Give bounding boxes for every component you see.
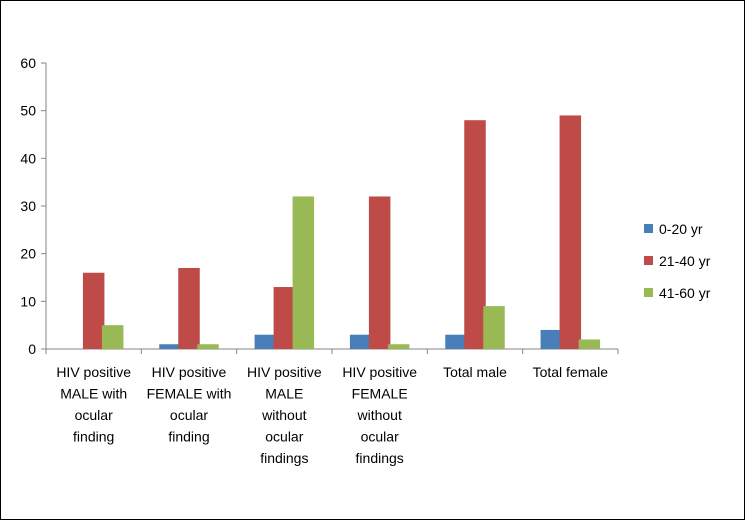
y-tick-label: 30	[20, 198, 36, 214]
y-tick-label: 60	[20, 55, 36, 71]
legend-swatch	[644, 288, 653, 297]
x-tick-label: Total female	[533, 364, 609, 380]
bar	[540, 329, 563, 349]
legend: 0-20 yr 21-40 yr 41-60 yr	[644, 221, 711, 301]
x-tick-label: HIV positive	[342, 364, 417, 380]
bar	[578, 339, 601, 349]
x-tick-label: HIV positive	[152, 364, 227, 380]
y-tick-label: 10	[20, 293, 36, 309]
bar	[368, 196, 391, 349]
x-tick-label: ocular	[361, 429, 399, 445]
bar	[273, 287, 296, 349]
x-tick-label: HIV positive	[56, 364, 131, 380]
x-tick-label: finding	[73, 429, 114, 445]
bar	[445, 334, 467, 349]
x-tick-label: ocular	[75, 407, 113, 423]
bar	[178, 267, 200, 349]
y-tick-label: 0	[28, 341, 36, 357]
legend-label: 21-40 yr	[659, 253, 711, 269]
x-tick-label: HIV positive	[247, 364, 322, 380]
x-tick-label: FEMALE with	[147, 386, 232, 402]
bar	[387, 344, 410, 349]
bar	[559, 115, 582, 349]
x-axis: HIV positive MALE with ocular finding HIV po…	[45, 348, 619, 466]
bar	[292, 196, 315, 349]
legend-label: 0-20 yr	[659, 221, 703, 237]
x-tick-label: findings	[260, 450, 308, 466]
bar	[101, 325, 124, 349]
x-tick-label: MALE with	[60, 386, 127, 402]
x-tick-label: ocular	[170, 407, 208, 423]
bar	[464, 120, 486, 349]
bar	[82, 272, 105, 349]
y-tick-label: 20	[20, 246, 36, 262]
y-axis: 0 10 20 30 40 50 60	[20, 55, 47, 357]
x-tick-label: MALE	[265, 386, 303, 402]
bars	[82, 115, 601, 349]
bar	[159, 344, 181, 349]
legend-swatch	[644, 224, 653, 233]
x-tick-label: without	[356, 407, 401, 423]
x-tick-label: Total male	[443, 364, 507, 380]
bar	[254, 334, 277, 349]
x-tick-label: findings	[356, 450, 404, 466]
legend-swatch	[644, 256, 653, 265]
x-tick-label: FEMALE	[352, 386, 408, 402]
y-tick-label: 50	[20, 103, 36, 119]
x-tick-label: ocular	[265, 429, 303, 445]
legend-label: 41-60 yr	[659, 285, 711, 301]
x-tick-label: without	[261, 407, 306, 423]
bar	[349, 334, 372, 349]
y-tick-label: 40	[20, 150, 36, 166]
x-tick-label: finding	[168, 429, 209, 445]
bar	[197, 344, 219, 349]
bar	[483, 306, 505, 349]
